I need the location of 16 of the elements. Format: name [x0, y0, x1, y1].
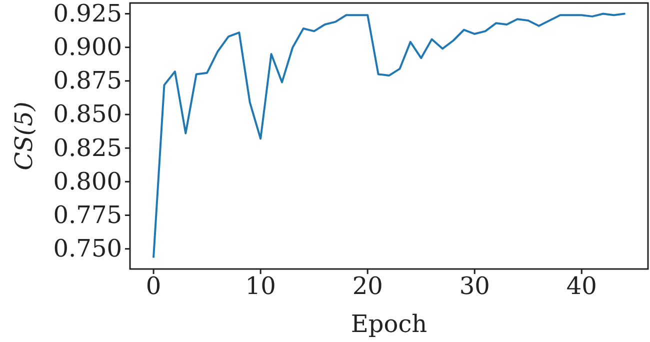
- y-tick-label: 0.750: [53, 234, 122, 263]
- y-tick-label: 0.800: [53, 167, 122, 196]
- x-tick-label: 0: [146, 272, 162, 300]
- y-tick-label: 0.875: [53, 66, 122, 95]
- x-tick-label: 20: [352, 272, 383, 300]
- x-tick-label: 30: [459, 272, 490, 300]
- y-tick-label: 0.900: [53, 33, 122, 62]
- x-tick-label: 40: [566, 272, 597, 300]
- y-axis-title: CS(5): [10, 102, 38, 170]
- y-tick-label: 0.775: [53, 200, 122, 229]
- y-tick-label: 0.850: [53, 100, 122, 128]
- x-axis-title: Epoch: [350, 310, 428, 338]
- y-tick-label: 0.825: [53, 134, 122, 162]
- line-series: [152, 12, 626, 258]
- x-tick-label: 10: [245, 272, 276, 300]
- y-tick-label: 0.925: [53, 0, 122, 28]
